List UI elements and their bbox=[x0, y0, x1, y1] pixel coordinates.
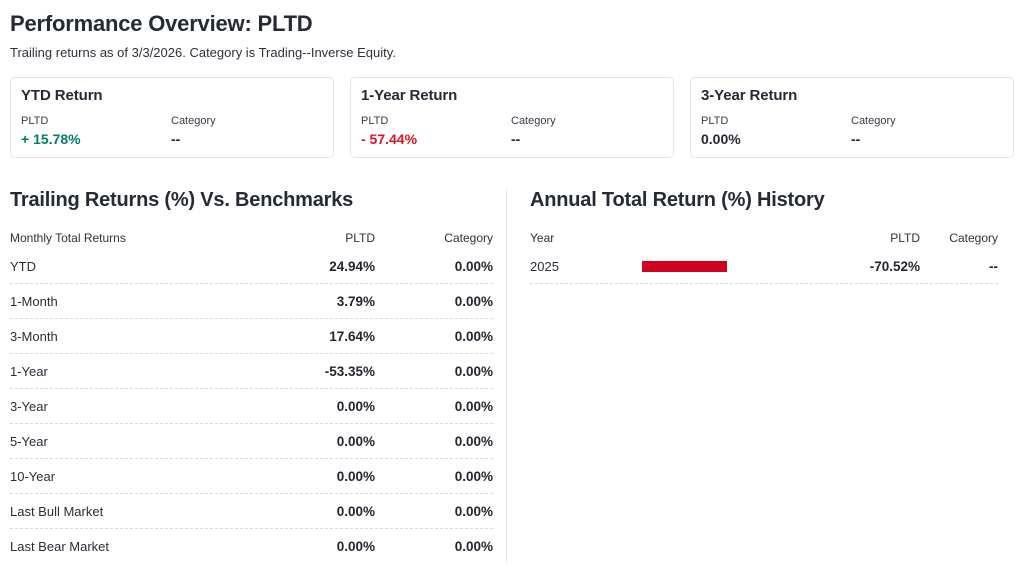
column-header-pltd: PLTD bbox=[345, 231, 375, 245]
fund-return-value: + 15.78% bbox=[21, 131, 81, 147]
category-return-value: 0.00% bbox=[454, 468, 493, 484]
pltd-return-value: 0.00% bbox=[336, 433, 375, 449]
summary-card: 3-Year Return PLTD 0.00% Category -- bbox=[690, 77, 1014, 158]
row-period-label: Last Bear Market bbox=[10, 538, 109, 554]
trailing-return-row: 10-Year 0.00% 0.00% bbox=[10, 459, 493, 494]
pltd-return-value: 3.79% bbox=[336, 293, 375, 309]
fund-column: PLTD - 57.44% bbox=[361, 115, 511, 147]
annual-history-title: Annual Total Return (%) History bbox=[530, 189, 825, 211]
category-column: Category -- bbox=[171, 115, 321, 147]
trailing-return-row: 1-Month 3.79% 0.00% bbox=[10, 284, 493, 319]
column-header-category: Category bbox=[949, 231, 998, 245]
row-period-label: 1-Month bbox=[10, 293, 58, 309]
row-period-label: 1-Year bbox=[10, 363, 48, 379]
annual-history-header-row: Year PLTD Category bbox=[530, 227, 998, 249]
pltd-return-value: -53.35% bbox=[324, 363, 375, 379]
pltd-return-value: -70.52% bbox=[869, 258, 920, 274]
trailing-returns-title: Trailing Returns (%) Vs. Benchmarks bbox=[10, 189, 354, 211]
pltd-return-value: 0.00% bbox=[336, 538, 375, 554]
trailing-return-row: Last Bull Market 0.00% 0.00% bbox=[10, 494, 493, 529]
category-return-value: -- bbox=[511, 131, 521, 147]
summary-card: 1-Year Return PLTD - 57.44% Category -- bbox=[350, 77, 674, 158]
trailing-return-row: YTD 24.94% 0.00% bbox=[10, 249, 493, 284]
category-return-value: 0.00% bbox=[454, 363, 493, 379]
summary-card-columns: PLTD - 57.44% Category -- bbox=[361, 115, 661, 147]
annual-history-table: 2025 -70.52% -- bbox=[530, 249, 998, 284]
row-period-label: Last Bull Market bbox=[10, 503, 104, 519]
fund-label: PLTD bbox=[361, 115, 389, 127]
category-return-value: 0.00% bbox=[454, 328, 493, 344]
row-period-label: 3-Year bbox=[10, 398, 48, 414]
pltd-return-value: 24.94% bbox=[329, 258, 375, 274]
negative-return-bar bbox=[642, 260, 727, 272]
category-column: Category -- bbox=[851, 115, 1001, 147]
trailing-return-row: 5-Year 0.00% 0.00% bbox=[10, 424, 493, 459]
pltd-return-value: 0.00% bbox=[336, 503, 375, 519]
row-period-label: YTD bbox=[10, 258, 36, 274]
category-return-value: -- bbox=[171, 131, 181, 147]
summary-card-columns: PLTD 0.00% Category -- bbox=[701, 115, 1001, 147]
trailing-returns-table: YTD 24.94% 0.00% 1-Month 3.79% 0.00% 3-Month 17… bbox=[10, 249, 493, 563]
row-period-label: 10-Year bbox=[10, 468, 56, 484]
pltd-return-value: 0.00% bbox=[336, 398, 375, 414]
trailing-returns-header-row: Monthly Total Returns PLTD Category bbox=[10, 227, 493, 249]
page-subtitle: Trailing returns as of 3/3/2026. Categor… bbox=[10, 45, 396, 60]
category-return-value: 0.00% bbox=[454, 433, 493, 449]
category-label: Category bbox=[511, 115, 556, 127]
summary-cards: YTD Return PLTD + 15.78% Category -- 1-Year R… bbox=[10, 77, 1014, 158]
trailing-return-row: Last Bear Market 0.00% 0.00% bbox=[10, 529, 493, 563]
fund-label: PLTD bbox=[21, 115, 49, 127]
trailing-return-row: 3-Year 0.00% 0.00% bbox=[10, 389, 493, 424]
category-return-value: -- bbox=[851, 131, 861, 147]
category-label: Category bbox=[851, 115, 896, 127]
fund-return-value: 0.00% bbox=[701, 131, 741, 147]
trailing-returns-section: Trailing Returns (%) Vs. Benchmarks Mont… bbox=[10, 189, 506, 563]
panels: Trailing Returns (%) Vs. Benchmarks Mont… bbox=[10, 189, 998, 563]
fund-column: PLTD 0.00% bbox=[701, 115, 851, 147]
column-header-category: Category bbox=[444, 231, 493, 245]
category-return-value: -- bbox=[989, 258, 998, 274]
performance-overview-page: Performance Overview: PLTD Trailing retu… bbox=[10, 11, 1014, 563]
row-period-label: 3-Month bbox=[10, 328, 58, 344]
annual-return-row: 2025 -70.52% -- bbox=[530, 249, 998, 284]
annual-history-section: Annual Total Return (%) History Year PLT… bbox=[506, 189, 998, 563]
category-return-value: 0.00% bbox=[454, 258, 493, 274]
return-bar-cell bbox=[620, 249, 820, 283]
category-label: Category bbox=[171, 115, 216, 127]
category-return-value: 0.00% bbox=[454, 293, 493, 309]
trailing-return-row: 3-Month 17.64% 0.00% bbox=[10, 319, 493, 354]
pltd-return-value: 17.64% bbox=[329, 328, 375, 344]
fund-label: PLTD bbox=[701, 115, 729, 127]
category-return-value: 0.00% bbox=[454, 503, 493, 519]
category-column: Category -- bbox=[511, 115, 661, 147]
category-return-value: 0.00% bbox=[454, 398, 493, 414]
row-period-label: 5-Year bbox=[10, 433, 48, 449]
trailing-return-row: 1-Year -53.35% 0.00% bbox=[10, 354, 493, 389]
summary-card-title: 1-Year Return bbox=[361, 87, 458, 104]
column-header-monthly-total-returns: Monthly Total Returns bbox=[10, 231, 126, 245]
column-header-pltd: PLTD bbox=[890, 231, 920, 245]
summary-card-columns: PLTD + 15.78% Category -- bbox=[21, 115, 321, 147]
category-return-value: 0.00% bbox=[454, 538, 493, 554]
summary-card-title: 3-Year Return bbox=[701, 87, 798, 104]
column-header-year: Year bbox=[530, 231, 555, 245]
page-title: Performance Overview: PLTD bbox=[10, 11, 313, 36]
pltd-return-value: 0.00% bbox=[336, 468, 375, 484]
year-label: 2025 bbox=[530, 258, 559, 274]
summary-card-title: YTD Return bbox=[21, 87, 103, 104]
fund-return-value: - 57.44% bbox=[361, 131, 418, 147]
fund-column: PLTD + 15.78% bbox=[21, 115, 171, 147]
summary-card: YTD Return PLTD + 15.78% Category -- bbox=[10, 77, 334, 158]
